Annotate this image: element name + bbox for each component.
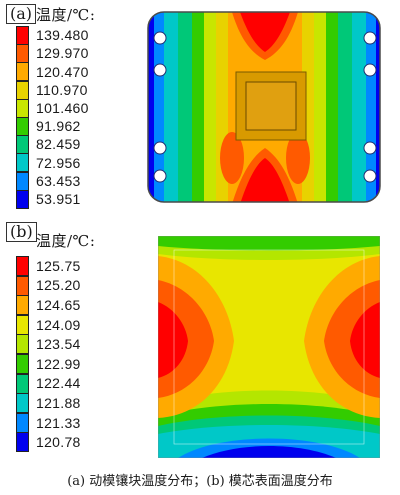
panel-b-legend-label: 124.09 <box>36 316 81 333</box>
panel-a-legend-label: 101.460 <box>36 99 89 116</box>
panel-b-legend-label: 122.99 <box>36 355 81 372</box>
panel-b-legend-label: 122.44 <box>36 375 81 392</box>
panel-a-legend-label: 91.962 <box>36 118 81 135</box>
panel-b: (b) 温度/℃: 125.75 125.20 124.65 124.09 123.54… <box>0 218 400 460</box>
panel-b-legend-swatch <box>16 412 29 433</box>
panel-b-legend-title: 温度/℃: <box>36 232 96 250</box>
panel-b-legend-label: 121.33 <box>36 414 81 431</box>
panel-b-tag: (b) <box>6 222 37 242</box>
panel-a-legend-label: 139.480 <box>36 27 89 44</box>
panel-a: (a) 温度/℃: 139.480 129.970 120.470 110.970 10… <box>0 0 400 212</box>
panel-a-legend-swatch <box>16 171 29 191</box>
panel-b-legend-label: 121.88 <box>36 395 81 411</box>
panel-b-legend-swatch <box>16 393 29 414</box>
panel-b-legend-label: 120.78 <box>36 434 81 451</box>
panel-a-legend-label: 53.951 <box>36 190 81 207</box>
panel-a-legend-swatch <box>16 189 29 209</box>
panel-b-legend-label: 124.65 <box>36 297 81 313</box>
panel-a-legend-swatch <box>16 117 29 136</box>
insert-temperature-map <box>147 11 381 203</box>
panel-a-legend-label: 72.956 <box>36 154 81 171</box>
panel-b-legend-swatch <box>16 295 29 316</box>
panel-b-legend: 125.75 125.20 124.65 124.09 123.54 122.99 122.… <box>12 256 107 453</box>
panel-b-legend-swatch <box>16 354 29 374</box>
panel-b-legend-swatch <box>16 432 29 453</box>
panel-a-legend-label: 110.970 <box>36 81 88 98</box>
panel-a-legend-label: 82.459 <box>36 136 81 153</box>
figure-caption: (a) 动模镶块温度分布；(b) 模芯表面温度分布 <box>67 474 333 489</box>
panel-a-legend-title: 温度/℃: <box>36 6 96 24</box>
panel-b-legend-swatch <box>16 275 29 296</box>
core-surface-temperature-map <box>158 236 380 458</box>
panel-a-legend-label: 120.470 <box>36 63 89 80</box>
panel-a-legend-swatch <box>16 80 29 100</box>
panel-a-legend: 139.480 129.970 120.470 110.970 101.460 91.96… <box>12 26 107 209</box>
panel-b-legend-swatch <box>16 314 29 335</box>
panel-a-legend-swatch <box>16 62 29 82</box>
panel-a-legend-swatch <box>16 26 29 45</box>
panel-a-legend-swatch <box>16 135 29 155</box>
panel-b-legend-swatch <box>16 373 29 394</box>
panel-a-legend-label: 129.970 <box>36 45 89 62</box>
panel-b-legend-label: 125.75 <box>36 257 81 274</box>
panel-b-legend-label: 123.54 <box>36 336 81 353</box>
panel-b-legend-swatch <box>16 256 29 276</box>
panel-a-legend-swatch <box>16 153 29 173</box>
panel-b-legend-swatch <box>16 334 29 355</box>
panel-a-legend-swatch <box>16 98 29 118</box>
panel-a-tag: (a) <box>6 4 37 24</box>
panel-b-legend-label: 125.20 <box>36 277 81 294</box>
panel-a-legend-swatch <box>16 44 29 64</box>
panel-a-legend-label: 63.453 <box>36 172 81 189</box>
